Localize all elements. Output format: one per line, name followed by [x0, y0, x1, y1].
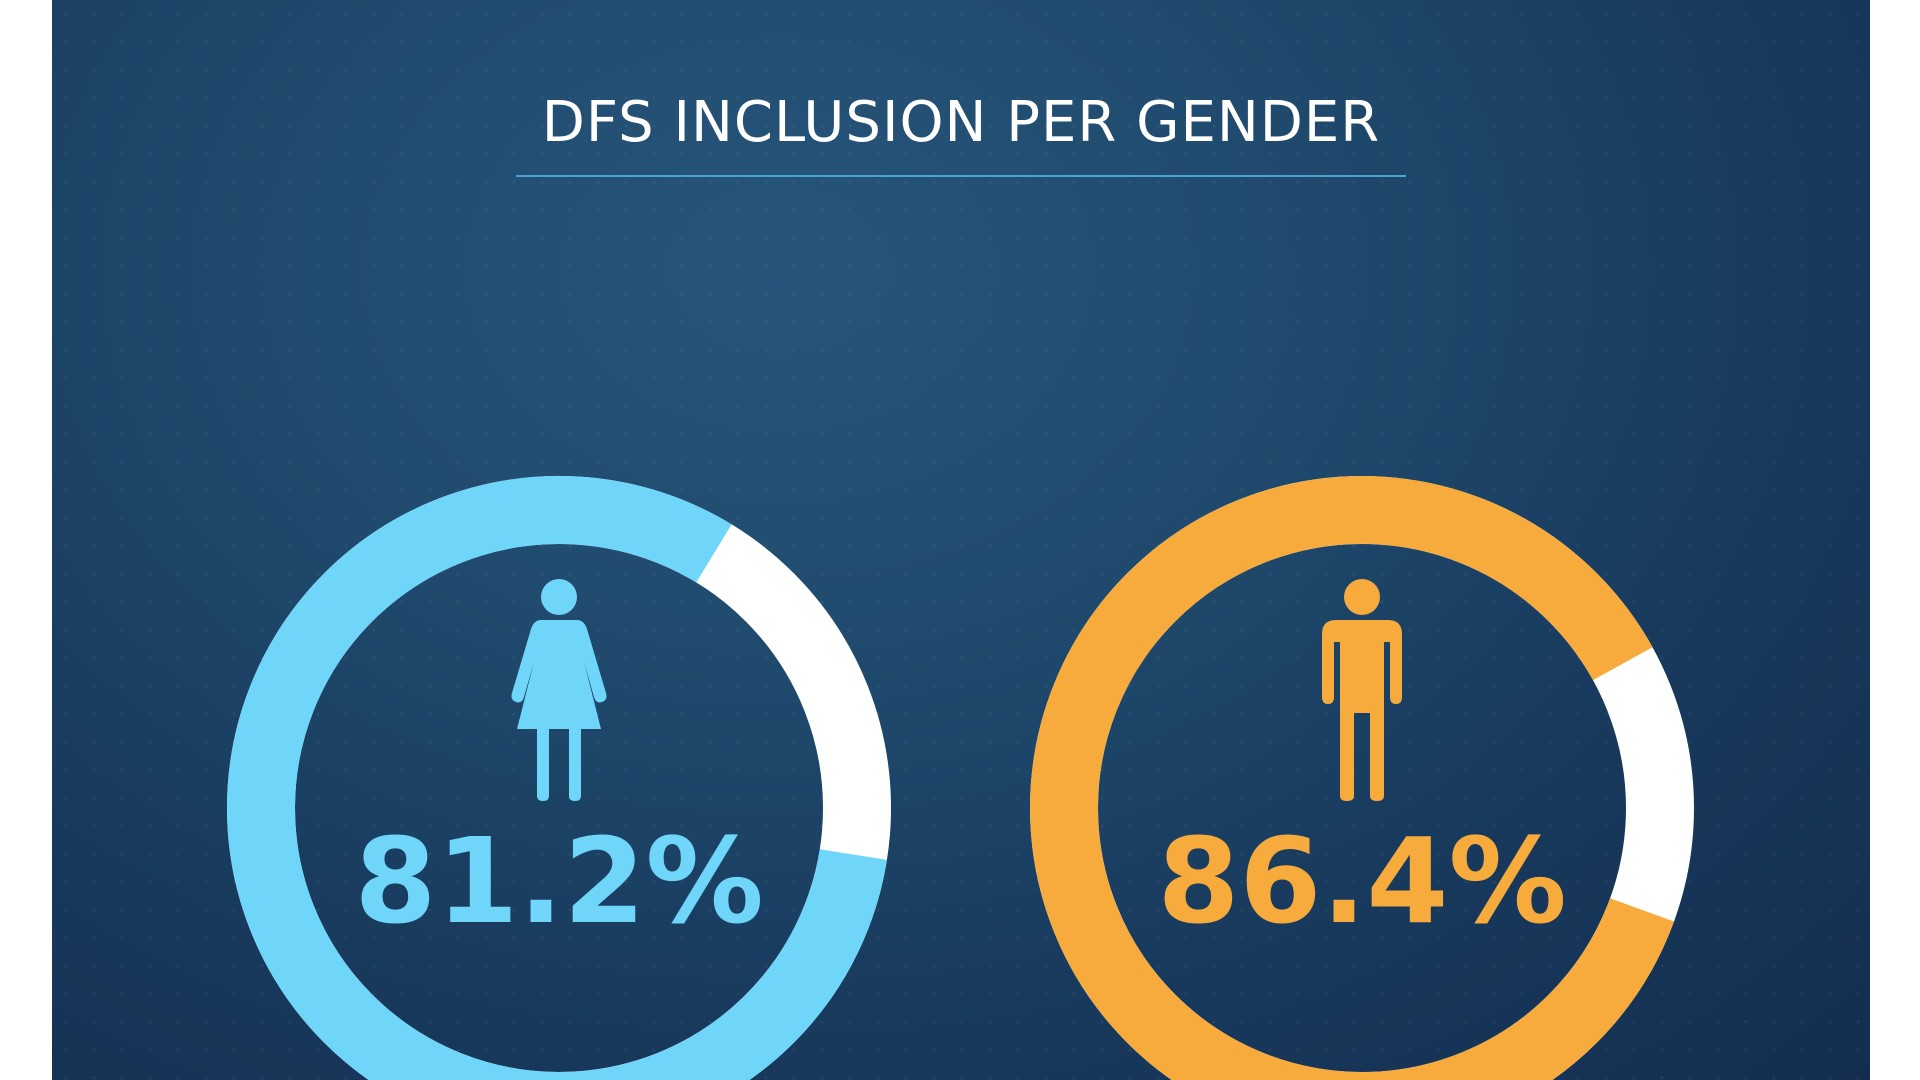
male-donut: 86.4%	[1030, 476, 1694, 1080]
title-underline	[516, 175, 1406, 177]
donut-chart: 81.2% 86.4%	[227, 476, 1694, 1080]
female-icon	[511, 579, 607, 801]
infographic-panel: DFS INCLUSION PER GENDER 81.2% 86.4%	[52, 0, 1870, 1080]
female-percentage: 81.2%	[354, 812, 763, 950]
male-percentage: 86.4%	[1157, 812, 1566, 950]
male-donut-arc	[1030, 476, 1674, 1080]
male-icon	[1322, 579, 1402, 801]
chart-title: DFS INCLUSION PER GENDER	[541, 90, 1381, 155]
female-donut: 81.2%	[227, 476, 891, 1080]
female-donut-arc	[227, 476, 887, 1080]
